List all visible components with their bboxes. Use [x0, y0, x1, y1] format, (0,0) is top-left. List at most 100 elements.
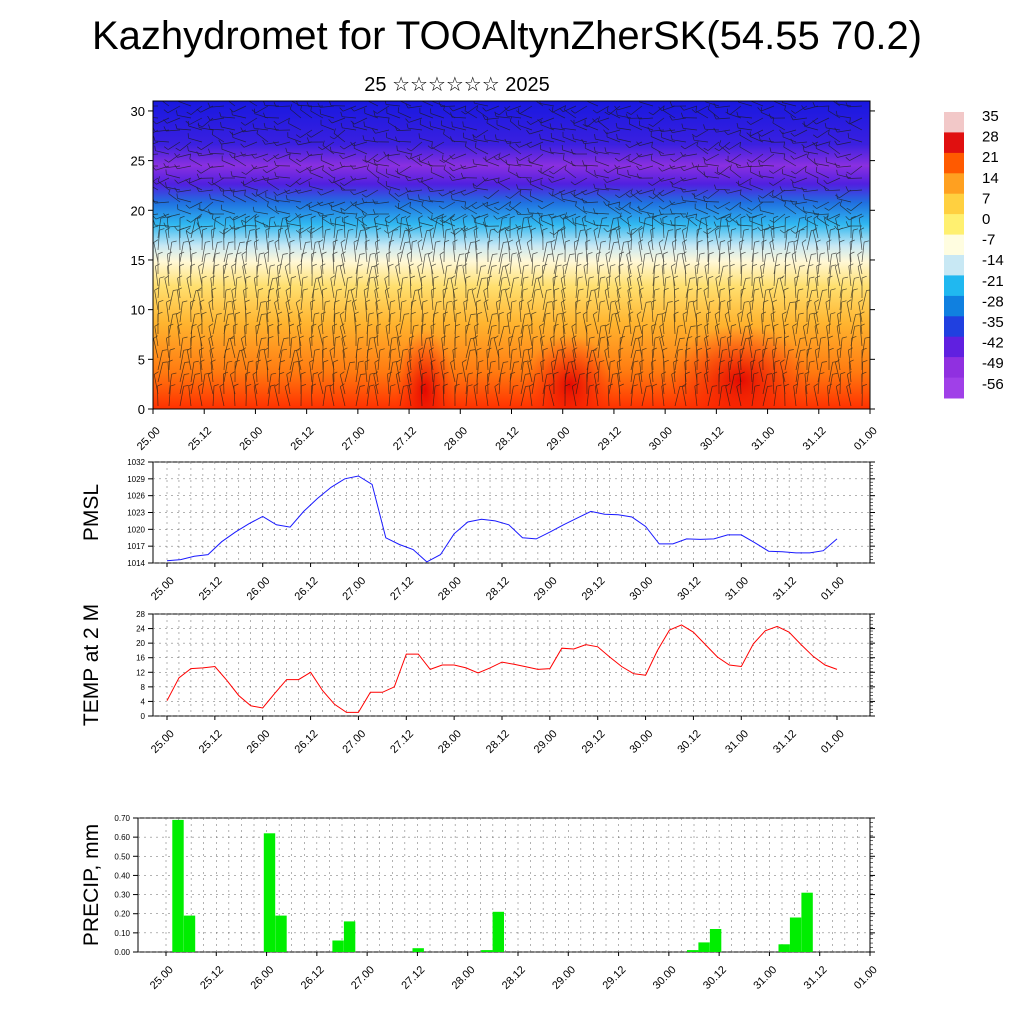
precip-y-tick-label: 0.40: [114, 871, 130, 880]
temp2m-x-tick-label: 29.12: [580, 728, 608, 756]
pmsl-y-tick-label: 1017: [127, 542, 145, 551]
colorbar-label: -14: [982, 252, 1004, 269]
colorbar-swatch: [944, 234, 964, 256]
pmsl-y-tick-label: 1032: [127, 458, 145, 467]
temp2m-x-tick-label: 26.12: [292, 728, 320, 756]
precip-y-tick-label: 0.30: [114, 891, 130, 900]
temp2m-x-tick-label: 25.00: [149, 728, 177, 756]
pmsl-x-tick-label: 27.12: [388, 575, 416, 603]
pmsl-y-tick-label: 1026: [127, 492, 145, 501]
colorbar-label: -28: [982, 293, 1004, 310]
temp2m-x-tick-label: 26.00: [245, 728, 273, 756]
pmsl-series-line: [166, 475, 838, 563]
colorbar-swatch: [944, 357, 964, 378]
precip-x-tick-label: 28.12: [500, 964, 528, 992]
colorbar-swatch: [944, 255, 964, 276]
precip-x-tick-label: 25.00: [148, 964, 176, 992]
temp2m-frame: [152, 613, 871, 717]
temp2m-y-tick-label: 4: [141, 697, 146, 706]
colorbar-label: 0: [982, 211, 990, 228]
temp2m-x-tick-label: 01.00: [819, 728, 847, 756]
colorbar-label: -42: [982, 335, 1004, 352]
colorbar-label: 14: [982, 170, 999, 187]
precip-x-tick-label: 25.12: [198, 964, 226, 992]
temp2m-y-tick-label: 16: [136, 654, 145, 663]
colorbar-swatch: [944, 295, 964, 317]
pmsl-panel: 1014 1017 1020 1023 1026 1029 1032 25.00 25.12 26…: [80, 458, 875, 603]
cross-x-tick-label: 25.12: [186, 425, 214, 453]
pmsl-x-tick-label: 30.12: [675, 575, 703, 603]
pmsl-y-axis-title: PMSL: [80, 484, 103, 541]
colorbar-label: 21: [982, 149, 999, 166]
cross-x-tick-label: 31.12: [801, 425, 829, 453]
precip-y-tick-label: 0.20: [114, 910, 130, 919]
cross-x-tick-label: 27.12: [391, 425, 419, 453]
temp2m-panel: 0 4 8 12 16 20 24 28 25.00 25.12 26.00 26.12 27.00 27…: [80, 604, 875, 756]
colorbar-swatch: [944, 193, 964, 215]
cross-section-panel: 0 5 10 15 20 25 30 25.00 25.12 26.00 26.12 27.00 27.…: [131, 100, 880, 453]
precip-bar: [789, 917, 802, 952]
cross-x-tick-label: 29.12: [596, 425, 624, 453]
pmsl-x-tick-label: 01.00: [819, 575, 847, 603]
cross-x-tick-label: 29.00: [545, 425, 573, 453]
colorbar-label: -35: [982, 314, 1004, 331]
precip-x-tick-label: 31.00: [751, 964, 779, 992]
colorbar-label: -21: [982, 273, 1004, 290]
temp2m-x-tick-label: 25.12: [197, 728, 225, 756]
temp2m-x-tick-label: 27.00: [340, 728, 368, 756]
colorbar-swatch: [944, 336, 964, 358]
temp2m-y-tick-label: 28: [136, 610, 145, 619]
temp2m-x-tick-label: 27.12: [388, 728, 416, 756]
pmsl-y-tick-label: 1029: [127, 475, 145, 484]
colorbar: 35 28 21 14 7 0 -7 -14 -21 -28 -35 -42 -49 -56: [944, 108, 1004, 399]
cross-x-tick-label: 28.12: [493, 425, 521, 453]
temp2m-x-tick-label: 31.12: [771, 728, 799, 756]
temp2m-x-tick-label: 30.12: [675, 728, 703, 756]
colorbar-swatch: [944, 132, 964, 154]
precip-x-tick-label: 26.00: [248, 964, 276, 992]
colorbar-label: 7: [982, 190, 990, 207]
cross-x-tick-label: 26.12: [289, 425, 317, 453]
precip-x-tick-label: 29.12: [600, 964, 628, 992]
precip-bar: [481, 950, 493, 952]
precip-y-tick-label: 0.00: [114, 948, 130, 957]
precip-y-tick-label: 0.10: [114, 929, 130, 938]
wind-barbs: [153, 101, 870, 407]
precip-panel: 0.00 0.10 0.20 0.30 0.40 0.50 0.60 0.70 25.00 25.…: [80, 814, 880, 992]
page-subtitle: 25 ☆☆☆☆☆☆ 2025: [364, 74, 550, 96]
pmsl-x-tick-label: 30.00: [627, 575, 655, 603]
pmsl-x-tick-label: 31.00: [723, 575, 751, 603]
cross-y-tick-label: 15: [131, 253, 145, 268]
cross-x-tick-label: 27.00: [340, 425, 368, 453]
pmsl-x-tick-label: 25.00: [149, 575, 177, 603]
colorbar-swatch: [944, 214, 964, 235]
precip-bar: [778, 944, 790, 952]
pmsl-x-tick-label: 25.12: [197, 575, 225, 603]
warm-core: [525, 335, 615, 409]
cross-y-tick-label: 5: [138, 352, 145, 367]
colorbar-label: -56: [982, 376, 1004, 393]
pmsl-y-tick-label: 1014: [127, 559, 145, 568]
cross-x-tick-label: 26.00: [237, 425, 265, 453]
precip-bar: [687, 950, 699, 952]
precip-bar: [172, 819, 184, 952]
precip-bar: [698, 942, 710, 952]
precip-bar: [412, 948, 424, 952]
precip-x-tick-label: 01.00: [852, 964, 880, 992]
temp2m-y-tick-label: 0: [141, 712, 146, 721]
precip-y-tick-label: 0.70: [114, 814, 130, 823]
page-title: Kazhydromet for TOOAltynZherSK(54.55 70.…: [91, 14, 923, 58]
colorbar-label: -49: [982, 355, 1004, 372]
precip-bar: [332, 940, 344, 952]
pmsl-x-tick-label: 27.00: [340, 575, 368, 603]
pmsl-y-tick-label: 1023: [127, 509, 145, 518]
precip-bar: [801, 892, 813, 952]
temp2m-x-tick-label: 29.00: [532, 728, 560, 756]
cross-x-tick-label: 01.00: [852, 425, 880, 453]
temp2m-y-tick-label: 8: [141, 683, 146, 692]
pmsl-x-tick-label: 31.12: [771, 575, 799, 603]
precip-y-axis-title: PRECIP, mm: [80, 824, 103, 946]
temp2m-y-tick-label: 20: [136, 639, 145, 648]
precip-bar: [709, 929, 722, 952]
